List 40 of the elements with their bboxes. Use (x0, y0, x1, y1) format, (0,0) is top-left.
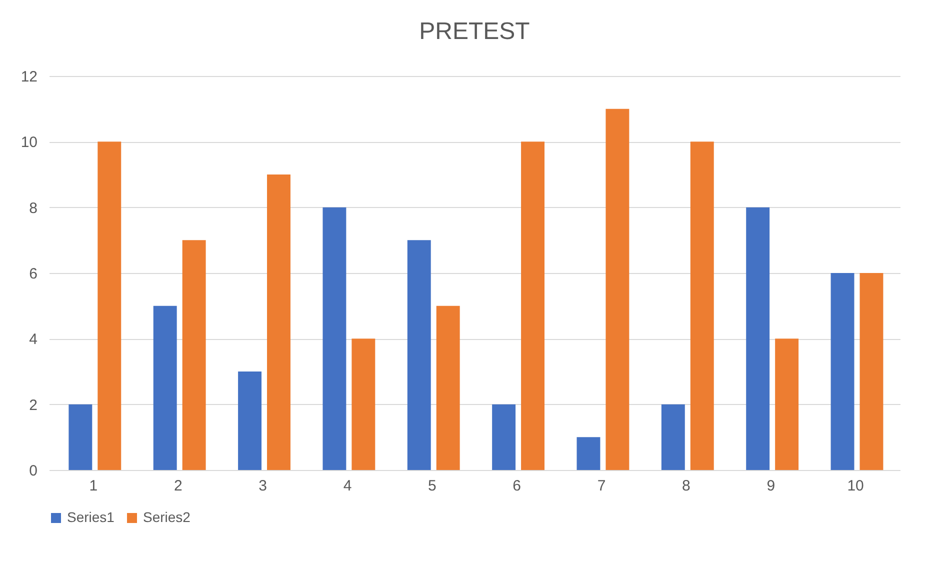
legend-label: Series2 (143, 509, 191, 525)
y-tick-label: 2 (29, 396, 38, 414)
bar (352, 338, 376, 470)
bar (68, 404, 92, 470)
bar (492, 404, 516, 470)
bar (436, 306, 460, 470)
x-tick-label: 2 (174, 478, 182, 494)
bar (661, 404, 685, 470)
y-tick-label: 4 (29, 331, 38, 348)
x-tick-label: 1 (89, 478, 98, 494)
y-tick-label: 10 (20, 134, 38, 152)
bar (606, 108, 630, 470)
bar (182, 240, 206, 470)
legend-label: Series1 (67, 509, 115, 525)
bar (153, 306, 177, 470)
bar (521, 142, 545, 470)
y-tick-label: 8 (29, 200, 38, 217)
chart-title: PRETEST (419, 18, 530, 45)
y-tick-label: 0 (29, 462, 38, 480)
bar (576, 437, 600, 470)
x-tick-label: 4 (343, 478, 352, 494)
bar (407, 240, 431, 470)
bar (775, 338, 799, 470)
bar (746, 207, 770, 470)
x-tick-label: 10 (847, 478, 864, 494)
x-tick-label: 5 (428, 478, 436, 494)
bar (267, 174, 290, 470)
bar (322, 207, 346, 470)
bar (830, 273, 854, 470)
x-tick-label: 6 (512, 478, 522, 494)
x-tick-label: 3 (258, 478, 267, 494)
x-tick-label: 9 (766, 478, 776, 494)
y-tick-label: 12 (20, 68, 38, 86)
x-tick-label: 8 (682, 478, 690, 494)
bar (238, 372, 262, 470)
bar (860, 273, 884, 470)
bar (690, 142, 714, 470)
y-tick-label: 6 (29, 266, 38, 282)
bar (98, 142, 122, 470)
x-tick-label: 7 (597, 478, 606, 494)
